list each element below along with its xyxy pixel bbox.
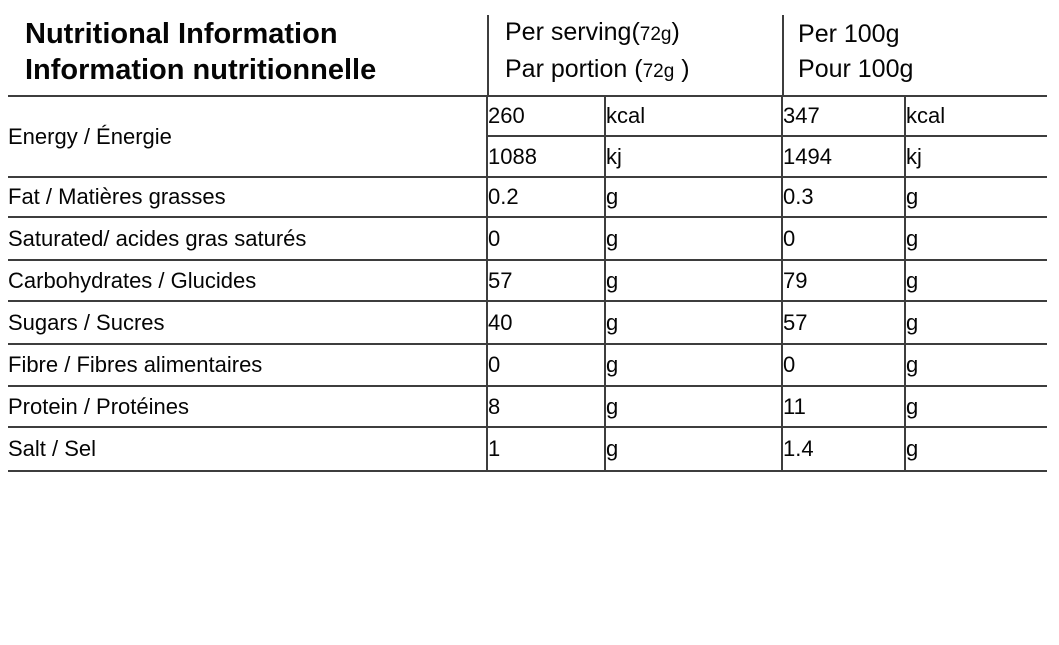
per-100g-unit: g <box>904 177 1048 218</box>
per-100g-value: 1494 <box>781 136 906 178</box>
per-serving-unit: g <box>603 260 783 302</box>
title-english: Nutritional Information <box>25 17 338 50</box>
per-100g-value: 0 <box>781 217 906 261</box>
per-serving-value: 40 <box>486 301 605 345</box>
per-100g-unit: g <box>904 427 1048 472</box>
per-serving-header-english: Per serving(72g) <box>505 15 782 52</box>
per-100g-value: 79 <box>781 260 906 302</box>
per-100g-value: 1.4 <box>781 427 906 472</box>
per-serving-value: 57 <box>486 260 605 302</box>
nutrient-label: Sugars / Sucres <box>8 301 487 345</box>
per-serving-value: 8 <box>486 386 605 428</box>
per-100g-value: 11 <box>781 386 906 428</box>
per-serving-value: 0 <box>486 344 605 387</box>
per-serving-value: 0 <box>486 217 605 261</box>
per-serving-unit: g <box>603 344 783 387</box>
fat-row: Fat / Matières grasses 0.2 g 0.3 g <box>8 177 1048 218</box>
fibre-row: Fibre / Fibres alimentaires 0 g 0 g <box>8 344 1048 387</box>
per-serving-value: 0.2 <box>486 177 605 218</box>
per-100g-unit: g <box>904 217 1048 261</box>
per-serving-unit: g <box>603 427 783 472</box>
header-row: Nutritional Information Information nutr… <box>8 8 1048 97</box>
energy-kcal-row: Energy / Énergie 260 kcal 347 kcal <box>8 96 1048 178</box>
per-100g-column-header: Per 100g Pour 100g <box>782 8 1048 97</box>
per-100g-value: 0 <box>781 344 906 387</box>
saturated-row: Saturated/ acides gras saturés 0 g 0 g <box>8 217 1048 261</box>
par-portion-paren: ) <box>674 54 690 83</box>
energy-kj-row: 1088 kj 1494 kj <box>8 136 1048 178</box>
per-100g-header-french: Pour 100g <box>798 54 914 83</box>
per-serving-unit: kj <box>603 136 783 178</box>
per-serving-value: 1 <box>486 427 605 472</box>
per-100g-unit: g <box>904 260 1048 302</box>
nutrient-label: Salt / Sel <box>8 427 487 472</box>
per-100g-value: 347 <box>781 96 906 137</box>
per-serving-unit: kcal <box>603 96 783 137</box>
per-serving-paren: ) <box>671 17 680 46</box>
per-serving-unit: g <box>603 177 783 218</box>
nutrient-label: Energy / Énergie <box>8 96 487 178</box>
per-100g-unit: kcal <box>904 96 1048 137</box>
sugars-row: Sugars / Sucres 40 g 57 g <box>8 301 1048 345</box>
serving-size-value: 72g <box>639 23 672 45</box>
per-serving-value: 260 <box>486 96 605 137</box>
nutrient-label: Protein / Protéines <box>8 386 487 428</box>
per-100g-unit: g <box>904 386 1048 428</box>
salt-row: Salt / Sel 1 g 1.4 g <box>8 427 1048 472</box>
per-100g-unit: g <box>904 344 1048 387</box>
per-100g-unit: g <box>904 301 1048 345</box>
per-serving-text: Per serving( <box>505 17 640 46</box>
per-serving-value: 1088 <box>486 136 605 178</box>
nutrition-table: Nutritional Information Information nutr… <box>8 8 1048 472</box>
per-100g-value: 57 <box>781 301 906 345</box>
table-title-cell: Nutritional Information Information nutr… <box>8 8 487 97</box>
nutrient-label: Carbohydrates / Glucides <box>8 260 487 302</box>
per-serving-unit: g <box>603 217 783 261</box>
nutrient-label: Fibre / Fibres alimentaires <box>8 344 487 387</box>
nutrient-label: Saturated/ acides gras saturés <box>8 217 487 261</box>
per-100g-header-english: Per 100g <box>798 19 900 48</box>
per-100g-value: 0.3 <box>781 177 906 218</box>
title-french: Information nutritionnelle <box>25 53 377 86</box>
par-portion-text: Par portion ( <box>505 54 643 83</box>
per-serving-header-french: Par portion (72g ) <box>505 52 782 89</box>
per-serving-column-header: Per serving(72g) Par portion (72g ) <box>487 8 783 97</box>
per-100g-unit: kj <box>904 136 1048 178</box>
protein-row: Protein / Protéines 8 g 11 g <box>8 386 1048 428</box>
per-serving-unit: g <box>603 301 783 345</box>
carbohydrates-row: Carbohydrates / Glucides 57 g 79 g <box>8 260 1048 302</box>
per-serving-unit: g <box>603 386 783 428</box>
nutrient-label: Fat / Matières grasses <box>8 177 487 218</box>
portion-size-value: 72g <box>642 60 675 82</box>
